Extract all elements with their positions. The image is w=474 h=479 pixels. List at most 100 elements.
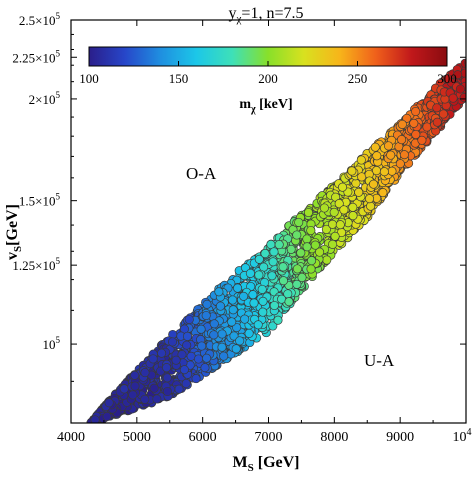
x-tick-label: 5000: [123, 430, 151, 445]
scatter-point: [269, 300, 279, 311]
scatter-point: [248, 290, 258, 300]
scatter-point: [184, 314, 194, 325]
scatter-point: [339, 205, 349, 215]
scatter-point: [174, 384, 184, 394]
scatter-point: [152, 394, 162, 404]
scatter-point: [310, 240, 320, 250]
scatter-point: [214, 287, 224, 297]
scatter-point: [397, 119, 407, 129]
scatter-point: [140, 394, 150, 404]
scatter-point: [364, 194, 375, 204]
scatter-point: [354, 187, 364, 197]
scatter-point: [254, 254, 264, 264]
scatter-point: [302, 234, 312, 244]
scatter-point: [387, 166, 397, 176]
scatter-point: [395, 159, 405, 169]
scatter-point: [379, 167, 389, 177]
scatter-point: [179, 365, 189, 375]
scatter-point: [260, 248, 270, 259]
y-tick-label: 105: [43, 335, 61, 352]
scatter-point: [249, 298, 259, 308]
scatter-point: [268, 257, 278, 267]
scatter-point: [162, 373, 172, 383]
scatter-point: [196, 324, 206, 334]
scatter-point: [254, 270, 264, 280]
scatter-point: [399, 150, 409, 160]
scatter-point: [321, 224, 331, 234]
scatter-point: [197, 341, 207, 351]
scatter-point: [319, 203, 329, 213]
scatter-point: [329, 207, 339, 217]
scatter-point: [200, 363, 210, 373]
scatter-point: [235, 336, 245, 346]
scatter-point: [278, 276, 289, 286]
scatter-point: [366, 201, 376, 211]
colorbar-tick-label: 150: [169, 71, 189, 86]
scatter-point: [182, 331, 193, 341]
scatter-point: [455, 84, 465, 94]
scatter-point: [228, 305, 238, 315]
scatter-point: [140, 368, 150, 378]
scatter-point: [240, 314, 250, 324]
scatter-point: [438, 109, 448, 119]
chart-title: yχ=1, n=7.5: [229, 5, 304, 25]
x-tick-label: 7000: [255, 430, 283, 445]
scatter-point: [397, 135, 407, 145]
scatter-point: [378, 188, 388, 198]
x-tick-label: 6000: [189, 430, 217, 445]
scatter-point: [202, 353, 212, 363]
scatter-point: [294, 217, 304, 227]
scatter-point: [258, 307, 268, 317]
scatter-point: [269, 247, 279, 257]
scatter-point: [215, 301, 226, 311]
scatter-point: [292, 279, 302, 289]
scatter-point: [209, 319, 219, 329]
scatter-point: [162, 363, 172, 373]
scatter-point: [217, 329, 227, 339]
scatter-point: [409, 118, 419, 128]
scatter-point: [348, 202, 358, 212]
region-label-oa: O-A: [186, 164, 217, 183]
scatter-point: [368, 179, 379, 189]
scatter-point: [297, 272, 307, 283]
y-tick-label: 1.25×105: [12, 256, 60, 273]
scatter-point: [328, 239, 338, 249]
scatter-point: [448, 93, 458, 103]
x-axis-ticks: 4000 5000 6000 7000 8000 9000 104: [57, 20, 472, 445]
scatter-point: [335, 220, 345, 230]
scatter-point: [233, 283, 243, 293]
scatter-point: [193, 354, 204, 364]
x-axis-label: MS [GeV]: [233, 454, 300, 474]
scatter-point: [167, 337, 178, 347]
scatter-point: [348, 211, 358, 221]
scatter-point: [442, 74, 453, 84]
scatter-point: [201, 310, 211, 321]
scatter-point: [306, 225, 316, 236]
scatter-point: [402, 113, 412, 123]
scatter-point: [229, 331, 239, 341]
scatter-point: [432, 103, 442, 113]
colorbar-tick-label: 250: [348, 71, 368, 86]
scatter-point: [182, 340, 192, 350]
scatter-point: [104, 398, 114, 408]
scatter-point: [337, 182, 348, 192]
scatter-point: [330, 231, 340, 241]
scatter-point: [181, 378, 191, 389]
scatter-point: [303, 207, 314, 218]
colorbar-tick-label: 100: [79, 71, 99, 86]
scatter-point: [258, 296, 268, 306]
scatter-point: [231, 344, 241, 354]
scatter-point: [417, 135, 427, 145]
y-tick-label: 2.25×105: [12, 48, 60, 65]
x-tick-label: 4000: [57, 430, 85, 445]
y-axis-ticks: 105 1.25×105 1.5×105 2×105 2.25×105 2.5×105: [12, 11, 466, 382]
scatter-point: [268, 321, 278, 331]
scatter-point: [177, 350, 187, 360]
scatter-point: [292, 230, 302, 240]
scatter-point: [459, 93, 466, 103]
scatter-point: [356, 155, 366, 165]
scatter-point: [372, 151, 382, 161]
scatter-point: [273, 315, 283, 325]
scatter-point: [370, 142, 380, 152]
